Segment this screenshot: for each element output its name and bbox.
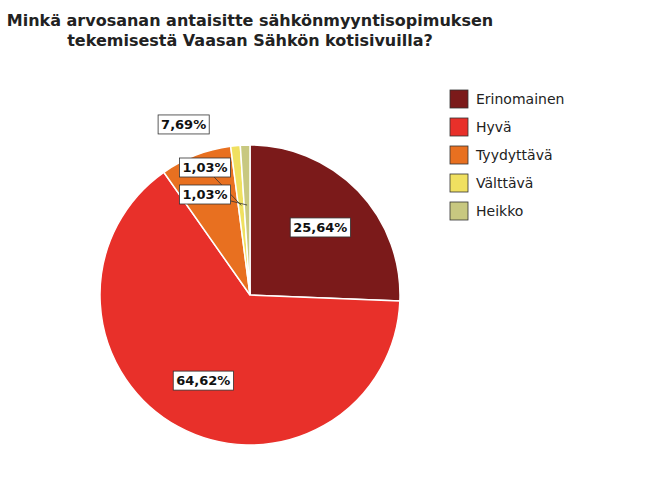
data-label-box [173, 371, 233, 390]
data-label: 1,03% [182, 160, 227, 175]
data-label-box [290, 218, 350, 237]
data-labels: 25,64% 64,62% 7,69% 1,03% 1,03% [158, 115, 350, 390]
legend-swatch [450, 118, 468, 136]
legend-swatch [450, 174, 468, 192]
legend: Erinomainen Hyvä Tyydyttävä Välttävä Heikko [450, 90, 564, 220]
legend-label: Erinomainen [476, 91, 564, 107]
legend-label: Tyydyttävä [475, 147, 553, 163]
data-label-group: 1,03% [179, 185, 230, 204]
legend-label: Välttävä [476, 175, 533, 191]
pie-slice [164, 146, 250, 295]
data-label: 7,69% [161, 117, 206, 132]
pie-slice [250, 145, 400, 301]
slices [100, 145, 400, 445]
pie-slice [240, 145, 250, 295]
data-label-box [158, 115, 209, 134]
legend-swatch [450, 90, 468, 108]
data-label-group: 64,62% [173, 371, 233, 390]
data-label: 25,64% [293, 220, 347, 235]
data-label: 1,03% [182, 187, 227, 202]
legend-label: Hyvä [476, 119, 512, 135]
data-label-group: 1,03% [179, 158, 230, 177]
pie-slice [231, 145, 250, 295]
data-label-box [179, 158, 230, 177]
chart-container: Minkä arvosanan antaisitte sähkönmyyntis… [0, 0, 655, 488]
chart-svg: Minkä arvosanan antaisitte sähkönmyyntis… [0, 0, 655, 488]
legend-swatch [450, 146, 468, 164]
data-label-box [179, 185, 230, 204]
data-label-group: 7,69% [158, 115, 209, 134]
legend-swatch [450, 202, 468, 220]
data-label: 64,62% [176, 373, 230, 388]
data-label-group: 25,64% [290, 218, 350, 237]
legend-label: Heikko [476, 203, 523, 219]
title: Minkä arvosanan antaisitte sähkönmyyntis… [7, 11, 494, 50]
